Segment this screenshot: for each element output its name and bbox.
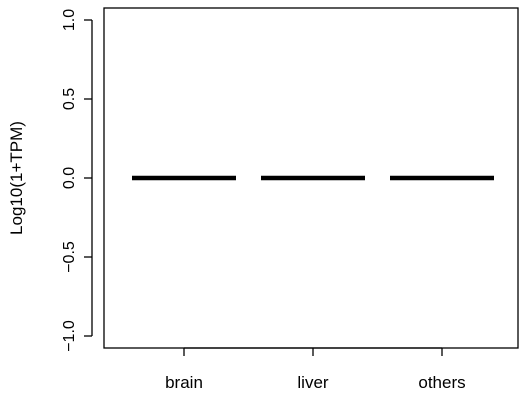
x-tick-label-others: others	[418, 373, 465, 392]
x-axis: brain liver others	[165, 347, 466, 392]
x-tick-label-brain: brain	[165, 373, 203, 392]
y-tick-label: −1.0	[61, 320, 78, 352]
x-tick-label-liver: liver	[297, 373, 329, 392]
y-tick-label: 0.0	[61, 167, 78, 189]
y-tick-label: 1.0	[61, 9, 78, 31]
y-tick-label: 0.5	[61, 88, 78, 110]
y-tick-label: −0.5	[61, 241, 78, 273]
y-axis-label: Log10(1+TPM)	[7, 121, 26, 235]
y-axis: 1.0 0.5 0.0 −0.5 −1.0	[61, 9, 93, 352]
